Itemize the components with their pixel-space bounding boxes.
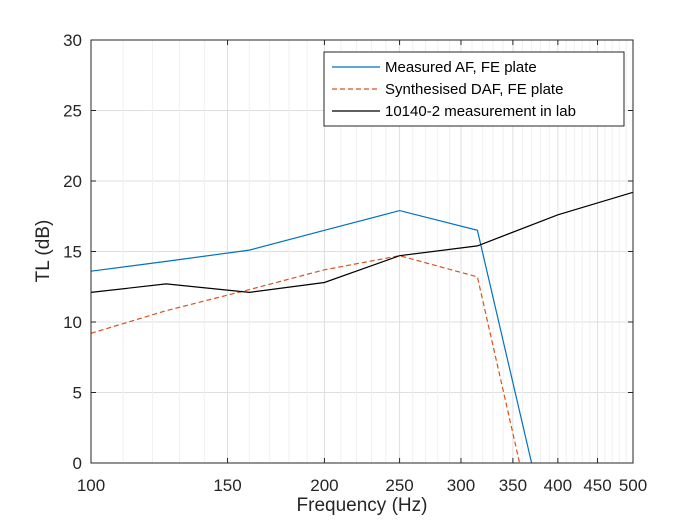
y-tick-label: 15: [63, 243, 82, 262]
y-tick-label: 10: [63, 313, 82, 332]
x-axis-label: Frequency (Hz): [297, 495, 428, 516]
legend-label-1: Measured AF, FE plate: [385, 59, 537, 76]
x-tick-label: 250: [385, 476, 413, 495]
minor-grid: [122, 40, 627, 463]
x-tick-label: 450: [583, 476, 611, 495]
series-line-3: [90, 191, 634, 294]
x-tick-label: 300: [447, 476, 475, 495]
series-line-2: [90, 255, 521, 464]
tick-labels: 100 150 200 250 300 350 400 450 500 0 5 10 15 20 25 30: [63, 31, 647, 495]
series-lines: [90, 191, 634, 464]
x-tick-label: 100: [77, 476, 105, 495]
legend-label-3: 10140-2 measurement in lab: [385, 103, 576, 120]
y-axis-label: TL (dB): [33, 220, 54, 283]
x-tick-label: 150: [213, 476, 241, 495]
legend-label-2: Synthesised DAF, FE plate: [385, 81, 563, 98]
y-tick-label: 25: [63, 102, 82, 121]
x-tick-label: 400: [544, 476, 572, 495]
legend: Measured AF, FE plate Synthesised DAF, FE…: [323, 51, 625, 127]
series-line-1: [90, 209, 533, 464]
x-tick-label: 350: [499, 476, 527, 495]
y-tick-label: 20: [63, 172, 82, 191]
axis-ticks: [90, 39, 634, 464]
y-tick-label: 30: [63, 31, 82, 50]
y-tick-label: 0: [73, 454, 82, 473]
x-tick-label: 500: [619, 476, 647, 495]
y-tick-label: 5: [73, 384, 82, 403]
x-tick-label: 200: [310, 476, 338, 495]
